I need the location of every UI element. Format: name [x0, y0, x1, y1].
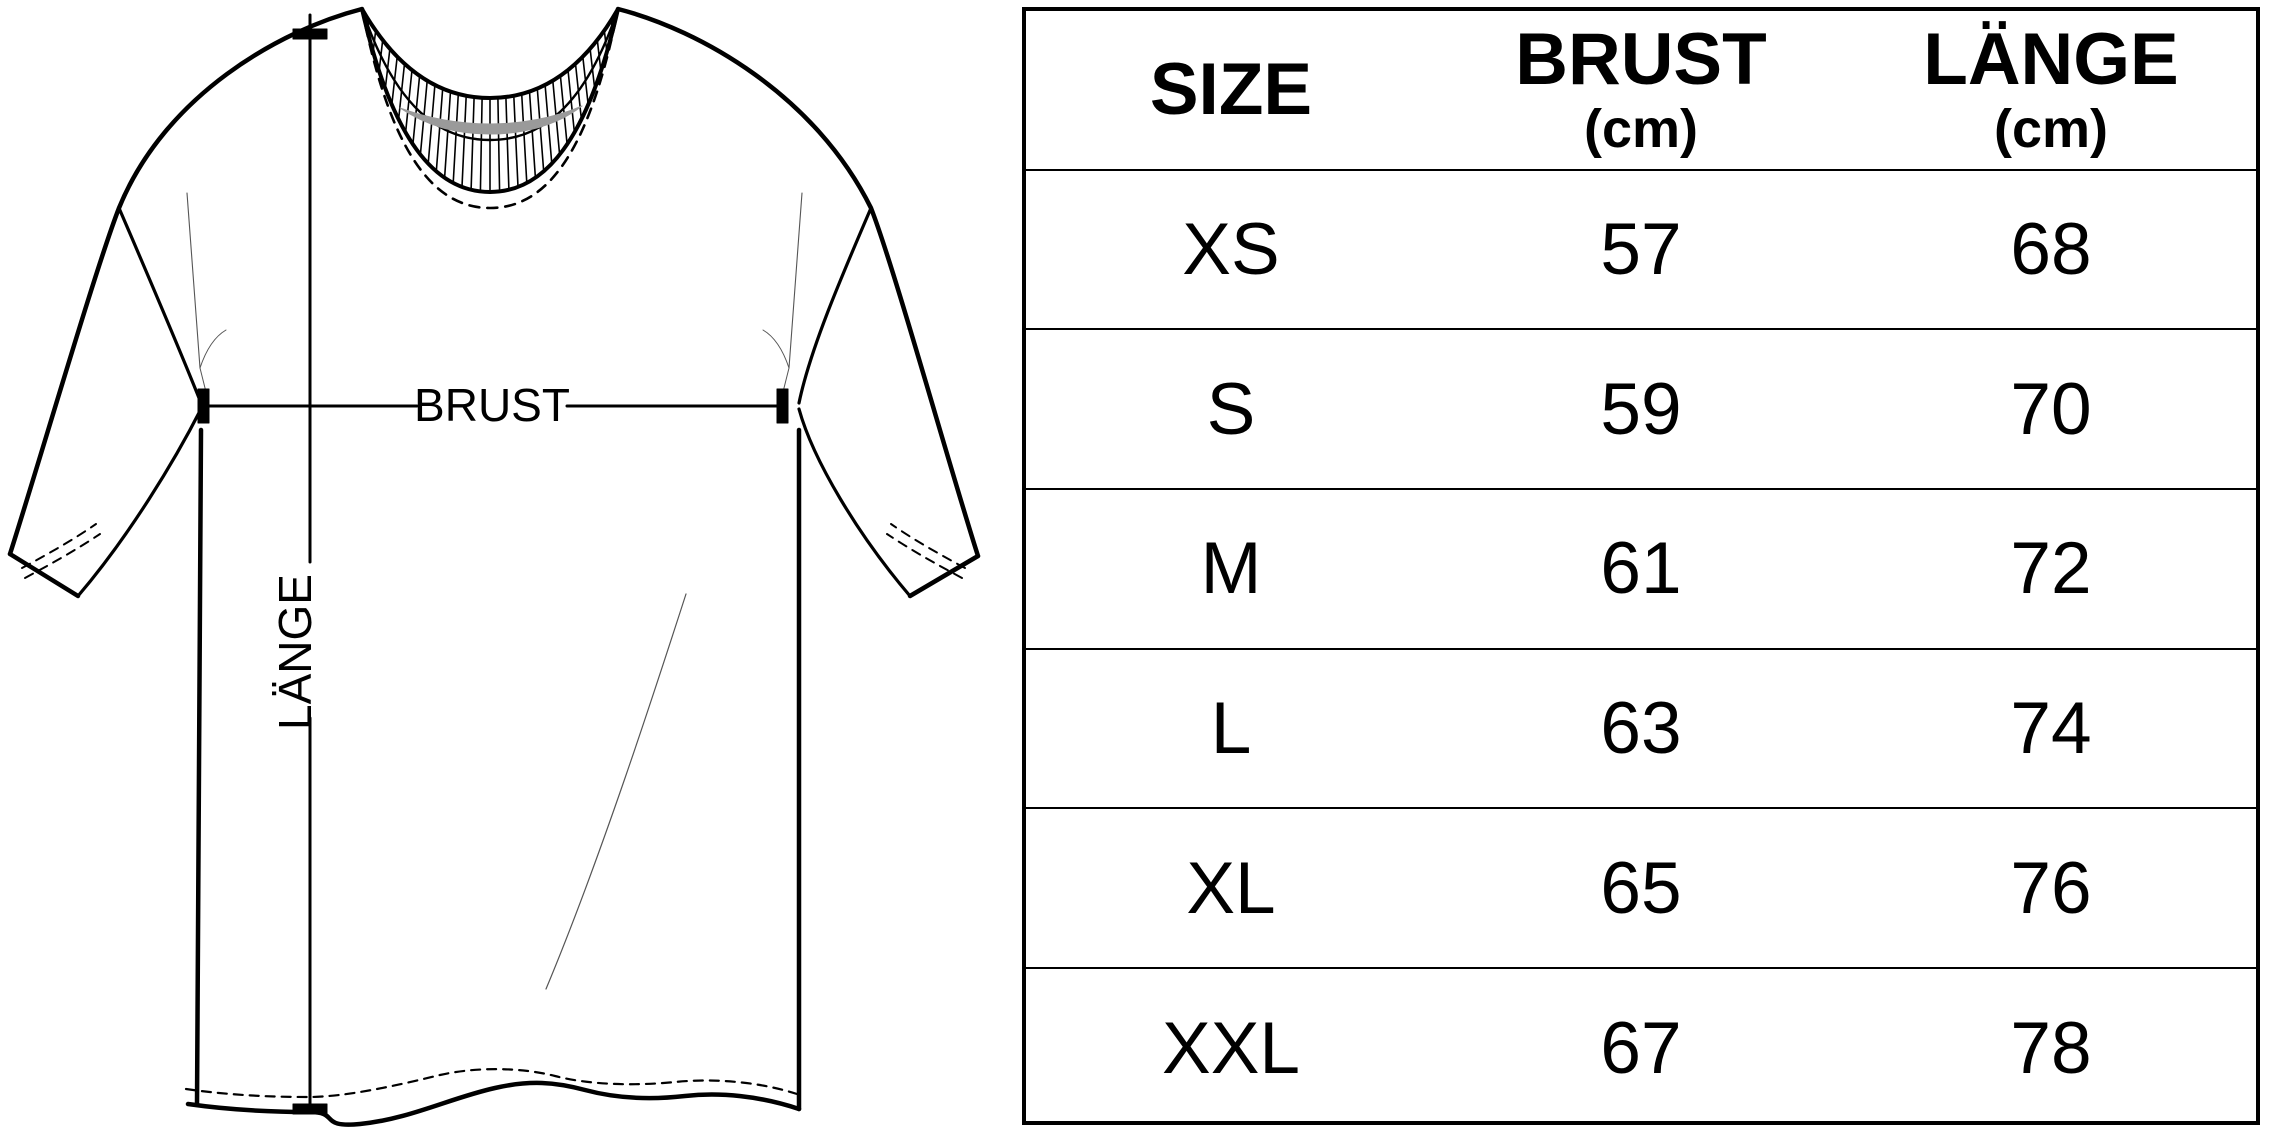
svg-text:LÄNGE: LÄNGE: [269, 574, 321, 730]
svg-text:BRUST: BRUST: [414, 379, 570, 431]
